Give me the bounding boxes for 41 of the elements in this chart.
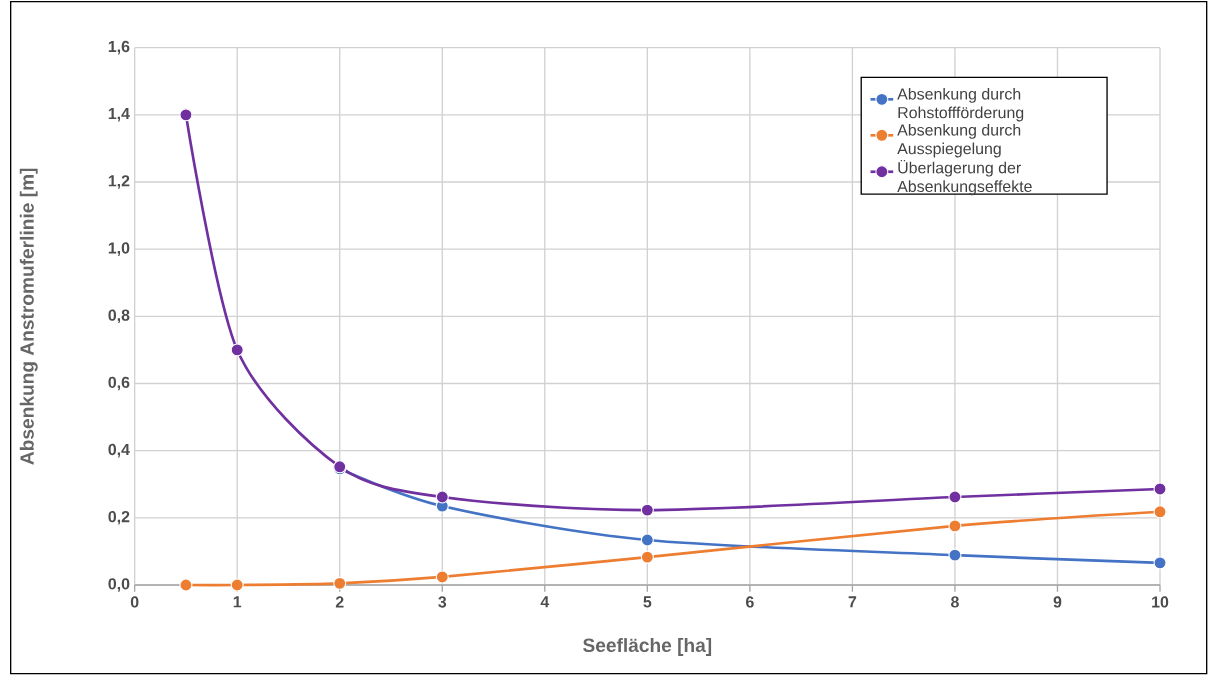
y-tick-label: 1,0 bbox=[108, 242, 130, 256]
point bbox=[230, 578, 244, 592]
y-tick-label: 0,2 bbox=[108, 511, 130, 525]
x-tick-label: 7 bbox=[848, 596, 857, 608]
x-axis-title: Seefläche [ha] bbox=[583, 638, 712, 656]
x-tick-label: 0 bbox=[130, 596, 139, 608]
point bbox=[948, 548, 962, 562]
point bbox=[1153, 505, 1167, 519]
point bbox=[948, 490, 962, 504]
x-tick-label: 9 bbox=[1053, 596, 1062, 608]
legend-label: Absenkung durch Ausspiegelung bbox=[897, 123, 1021, 158]
y-tick-label: 1,6 bbox=[108, 40, 130, 55]
legend-label: Absenkung durch Rohstoffförderung bbox=[897, 87, 1024, 122]
x-tick-label: 2 bbox=[335, 596, 344, 608]
y-tick-label: 0,8 bbox=[108, 309, 130, 324]
x-tick-label: 4 bbox=[540, 596, 550, 608]
x-tick-label: 3 bbox=[438, 596, 447, 608]
point bbox=[1153, 556, 1167, 570]
x-tick-label: 10 bbox=[1152, 596, 1169, 608]
point bbox=[1153, 482, 1167, 496]
y-tick-label: 1,2 bbox=[108, 175, 130, 189]
point bbox=[640, 550, 654, 564]
y-tick-label: 0,4 bbox=[108, 443, 130, 458]
point bbox=[640, 503, 654, 517]
y-tick-label: 1,4 bbox=[108, 108, 130, 122]
point bbox=[435, 570, 449, 584]
point bbox=[230, 343, 244, 357]
x-tick-label: 5 bbox=[643, 596, 652, 608]
point bbox=[948, 519, 962, 533]
x-tick-label: 8 bbox=[951, 596, 959, 608]
point bbox=[179, 578, 193, 592]
y-tick-label: 0,0 bbox=[108, 578, 130, 592]
point bbox=[179, 108, 193, 122]
y-axis-title: Absenkung Anstromuferlinie [m] bbox=[19, 168, 38, 465]
point bbox=[333, 576, 347, 590]
x-tick-label: 6 bbox=[746, 596, 754, 608]
x-tick-label: 1 bbox=[233, 596, 242, 608]
point bbox=[640, 533, 654, 547]
point bbox=[435, 490, 449, 504]
legend-label: Überlagerung der Absenkungseffekte bbox=[897, 159, 1032, 196]
y-tick-label: 0,6 bbox=[108, 376, 130, 391]
